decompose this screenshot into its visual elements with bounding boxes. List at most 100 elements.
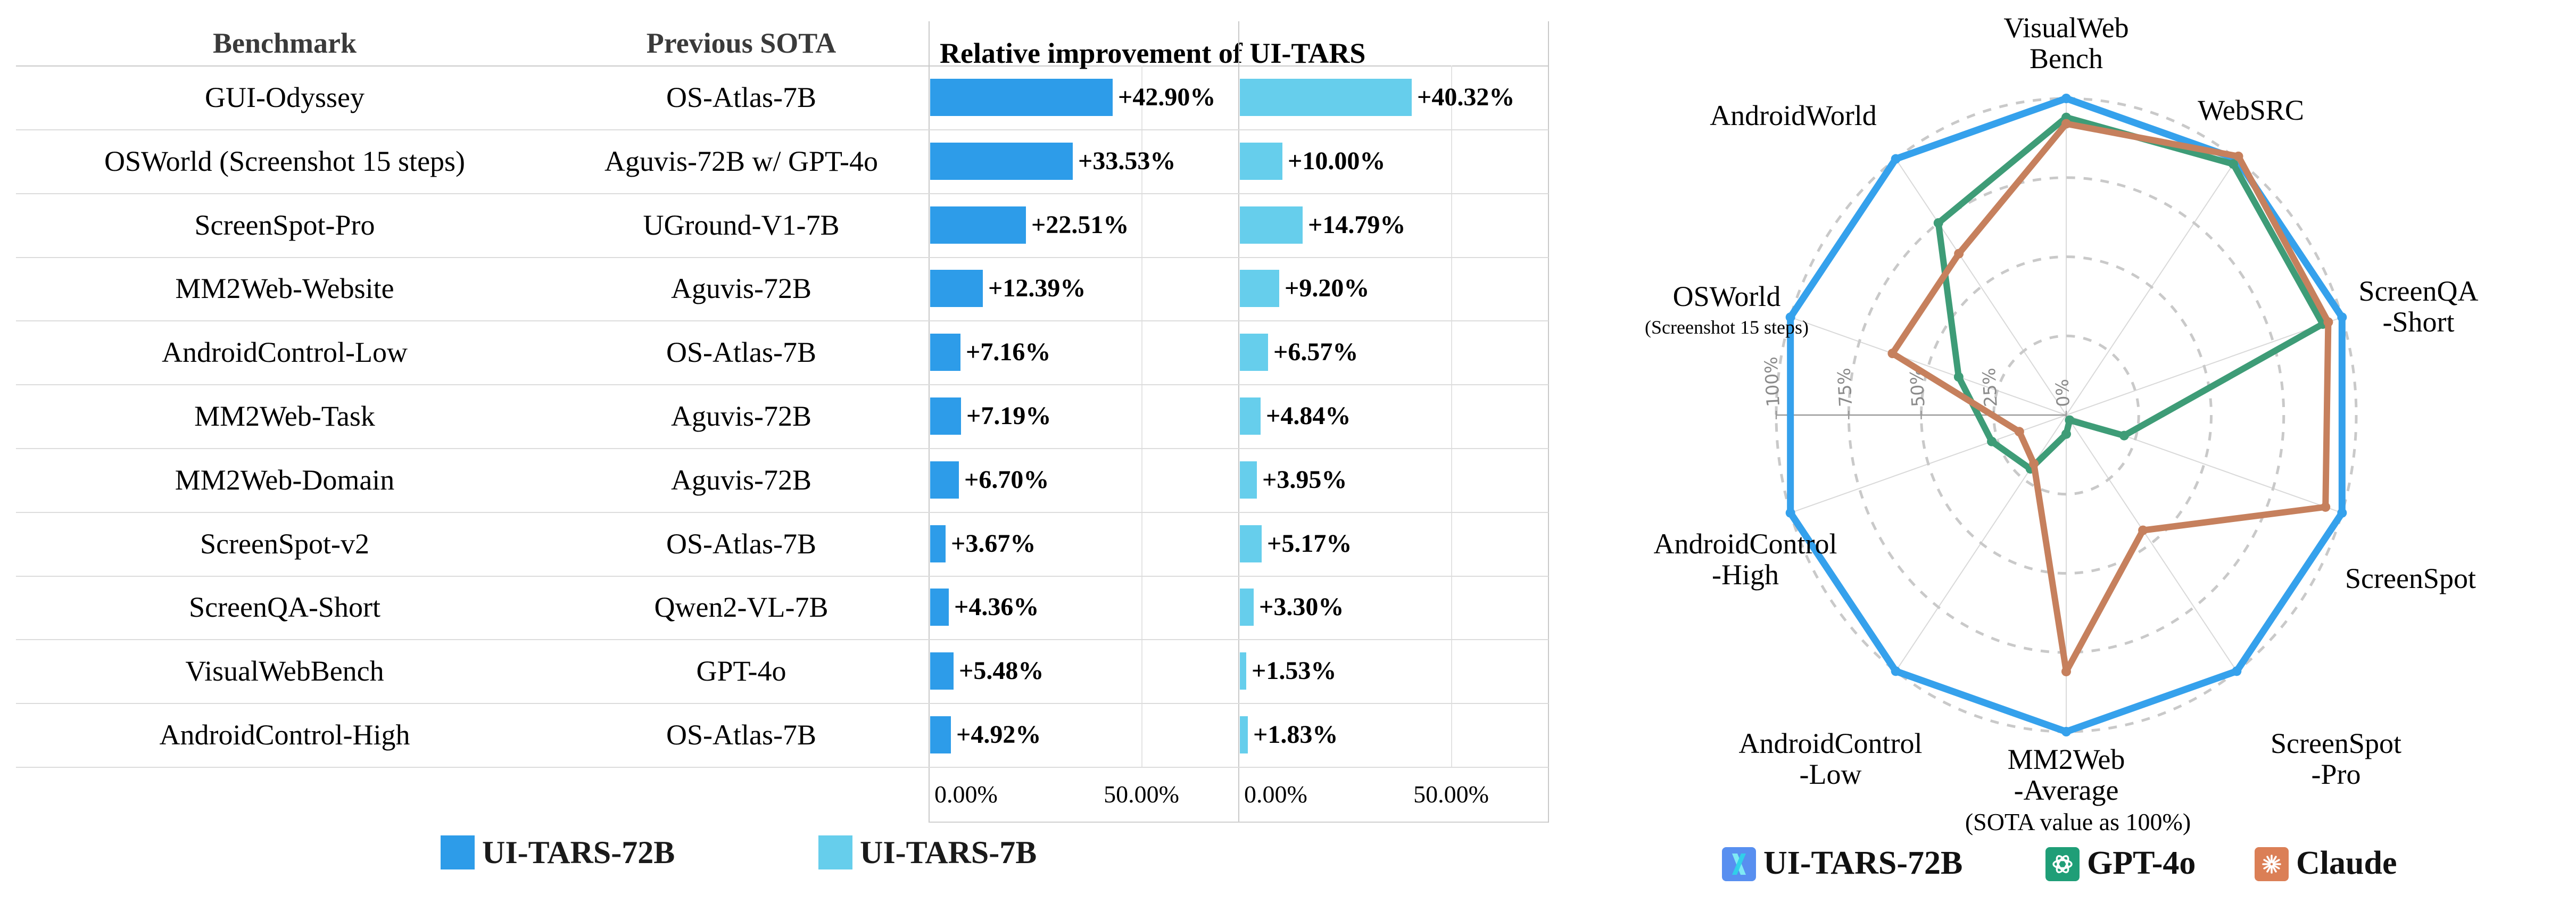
radar-vertex-marker: [1891, 154, 1901, 164]
improvement-bar-7b: [1240, 716, 1248, 753]
radar-chart: 100% 75% 50% 25% 0%VisualWebBenchWebSRCScree…: [1645, 12, 2478, 881]
radar-category-label: ScreenSpot: [2345, 562, 2476, 594]
radar-category-label: VisualWeb: [2003, 12, 2128, 44]
radar-vertex-marker: [1891, 666, 1901, 676]
table-row: AndroidControl-High OS-Atlas-7B +4.92% +1.8…: [16, 703, 1548, 768]
improvement-bar-72b: [930, 589, 949, 626]
improvement-bar-7b: [1240, 652, 1246, 690]
improvement-bar-72b: [930, 397, 961, 435]
improvement-bar-7b: [1240, 397, 1261, 435]
radar-category-label: MM2Web: [2008, 743, 2125, 775]
radar-category-label: -Average: [2014, 774, 2119, 806]
improvement-value-72b: +42.90%: [1118, 83, 1216, 111]
improvement-bar-7b: [1240, 79, 1412, 116]
radar-tick-label: 75%: [1833, 367, 1856, 407]
improvement-value-72b: +4.36%: [954, 593, 1039, 622]
previous-sota-name: GPT-4o: [696, 655, 786, 687]
radar-vertex-marker: [1987, 436, 1997, 446]
radar-category-label: Bench: [2030, 43, 2103, 74]
improvement-value-7b: +40.32%: [1417, 83, 1515, 111]
benchmark-name: OSWorld (Screenshot 15 steps): [104, 145, 466, 177]
ui-tars-logo-icon: [1732, 854, 1746, 875]
improvement-bar-72b: [930, 79, 1113, 116]
improvement-value-7b: +1.83%: [1253, 720, 1338, 749]
bar-cell-7b: +14.79%: [1239, 193, 1547, 257]
radar-category-label: ScreenSpot: [2271, 727, 2401, 759]
bar-cell-72b: +33.53%: [929, 129, 1238, 193]
improvement-value-72b: +12.39%: [988, 274, 1086, 303]
radar-vertex-marker: [2014, 427, 2024, 437]
improvement-bar-7b: [1240, 334, 1268, 371]
previous-sota-name: Aguvis-72B: [670, 272, 811, 305]
improvement-value-72b: +3.67%: [951, 529, 1036, 558]
openai-logo-icon: [2052, 855, 2073, 873]
improvement-bar-7b: [1240, 206, 1303, 244]
improvement-value-7b: +4.84%: [1266, 402, 1351, 430]
benchmark-name: AndroidControl-High: [159, 719, 410, 751]
previous-sota-name: Aguvis-72B: [670, 400, 811, 432]
bar-legend-swatch-7b: [818, 835, 852, 869]
radar-legend-swatch: [2045, 847, 2080, 881]
radar-category-sublabel: (Screenshot 15 steps): [1645, 317, 1809, 338]
radar-category-label: -High: [1712, 559, 1779, 591]
radar-vertex-marker: [2061, 429, 2071, 439]
table-row: MM2Web-Website Aguvis-72B +12.39% +9.20%: [16, 256, 1548, 322]
gridline-50pct-panel1: [1141, 65, 1142, 768]
radar-axis-ray: [1790, 317, 2067, 416]
improvement-value-72b: +22.51%: [1031, 210, 1129, 239]
radar-vertex-marker: [1954, 248, 1964, 259]
benchmark-name: ScreenQA-Short: [189, 591, 380, 624]
radar-tick-label: 25%: [1978, 367, 2001, 407]
improvement-value-7b: +3.95%: [1262, 465, 1347, 494]
radar-caption: (SOTA value as 100%): [1965, 808, 2191, 835]
radar-category-label: AndroidWorld: [1710, 100, 1877, 131]
improvement-value-72b: +7.19%: [966, 402, 1051, 430]
table-row: MM2Web-Task Aguvis-72B +7.19% +4.84%: [16, 384, 1548, 449]
radar-legend-item-Claude: Claude: [2255, 845, 2397, 881]
radar-category-label: OSWorld: [1673, 280, 1781, 312]
table-row: ScreenSpot-Pro UGround-V1-7B +22.51% +14.79…: [16, 193, 1548, 258]
radar-vertex-marker: [2065, 415, 2075, 425]
bar-cell-7b: +9.20%: [1239, 256, 1547, 320]
bar-cell-7b: +6.57%: [1239, 320, 1547, 384]
improvement-bar-7b: [1240, 589, 1254, 626]
radar-legend-item-GPT-4o: GPT-4o: [2045, 845, 2196, 881]
radar-vertex-marker: [1953, 372, 1964, 382]
improvement-value-7b: +1.53%: [1252, 657, 1337, 685]
panel-border-middle: [1238, 21, 1239, 823]
bar-legend-label-7b: UI-TARS-7B: [860, 835, 1037, 870]
radar-grid-ring: [1992, 334, 2140, 496]
axis-tick-50-panel1: 50.00%: [1104, 781, 1179, 808]
previous-sota-name: Qwen2-VL-7B: [654, 591, 829, 624]
panel-border-left: [929, 21, 930, 823]
benchmark-name: GUI-Odyssey: [205, 81, 365, 113]
table-row: OSWorld (Screenshot 15 steps) Aguvis-72B …: [16, 129, 1548, 194]
bar-cell-7b: +1.53%: [1239, 639, 1547, 703]
gridline-50pct-panel2: [1451, 65, 1452, 768]
radar-axis-ray: [1895, 159, 2067, 416]
bar-cell-72b: +4.92%: [929, 703, 1238, 767]
improvement-bar-72b: [930, 270, 983, 308]
column-header-benchmark: Benchmark: [213, 27, 357, 59]
table-header-row: Benchmark Previous SOTA Relative improve…: [16, 21, 1548, 69]
improvement-value-7b: +14.79%: [1308, 210, 1406, 239]
radar-legend-swatch: [2255, 847, 2289, 881]
radar-vertex-marker: [2061, 727, 2071, 736]
improvement-value-72b: +33.53%: [1078, 146, 1176, 175]
radar-category-label: WebSRC: [2198, 94, 2304, 126]
improvement-value-7b: +5.17%: [1267, 529, 1352, 558]
improvement-bar-7b: [1240, 142, 1282, 180]
bar-cell-72b: +7.19%: [929, 384, 1238, 448]
radar-vertex-marker: [2061, 666, 2071, 676]
benchmark-name: MM2Web-Website: [175, 272, 394, 305]
improvement-value-72b: +7.16%: [966, 338, 1051, 367]
column-header-previous-sota: Previous SOTA: [646, 27, 836, 59]
benchmark-name: MM2Web-Domain: [175, 463, 395, 496]
radar-vertex-marker: [2119, 430, 2129, 441]
bar-cell-72b: +3.67%: [929, 512, 1238, 576]
radar-grid-ring: [1920, 255, 2213, 575]
bar-cell-7b: +40.32%: [1239, 65, 1547, 129]
improvement-bar-72b: [930, 652, 954, 690]
improvement-bar-72b: [930, 461, 959, 499]
radar-vertex-marker: [2061, 119, 2071, 129]
